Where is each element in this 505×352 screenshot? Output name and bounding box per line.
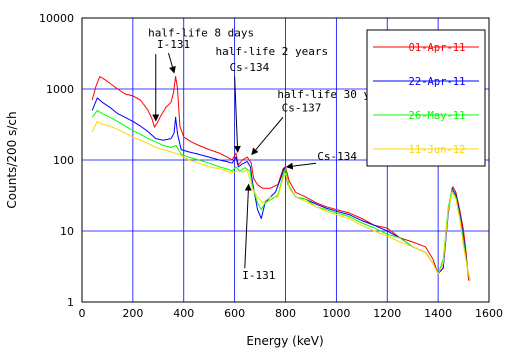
y-tick-label: 10 [60,225,74,238]
x-tick-label: 800 [275,307,296,320]
series-line-4 [91,120,471,281]
x-tick-label: 200 [122,307,143,320]
plot-frame [81,17,490,303]
x-tick-label: 1200 [373,307,401,320]
legend-label: 22-Apr-11 [409,76,466,88]
x-tick-label: 0 [79,307,86,320]
annotation-label: I-131 [242,269,275,282]
annotation-label: half-life 2 years [216,45,329,58]
annotation-label: Cs-134 [317,150,357,163]
tick-labels: 0 200 400 600 800 1000 1200 1400 1600 1 10 100 1000 1… [39,12,503,320]
annotation-label: Cs-134 [230,61,270,74]
x-tick-label: 400 [173,307,194,320]
annotation-label: Cs-137 [282,102,322,115]
legend-label: 26-May-11 [409,110,466,122]
annotation-arrow [168,52,176,74]
annotation-arrow [233,76,241,153]
y-tick-label: 10000 [39,12,74,25]
arrows [152,52,317,269]
x-axis-label: Energy (keV) [246,334,323,348]
annotation-label: I-131 [157,38,190,51]
x-tick-label: 1000 [322,307,350,320]
annotation-label: half-life 8 days [148,26,254,39]
legend-box [366,29,486,167]
annotation-arrow [285,162,317,170]
x-tick-label: 1600 [475,307,503,320]
legend-label: 11-Jun-12 [409,144,466,156]
y-tick-label: 1 [67,296,74,309]
y-axis-label: Counts/200 s/ch [5,111,19,208]
legend: 01-Apr-11 22-Apr-11 26-May-11 11-Jun-12 [366,29,486,167]
y-tick-label: 100 [53,154,74,167]
legend-label: 01-Apr-11 [409,42,466,54]
x-tick-label: 1400 [424,307,452,320]
annotation-arrow [244,183,252,269]
y-tick-label: 1000 [46,83,74,96]
x-tick-label: 600 [224,307,245,320]
annotation-arrow [251,116,284,156]
series-layer [91,76,471,281]
